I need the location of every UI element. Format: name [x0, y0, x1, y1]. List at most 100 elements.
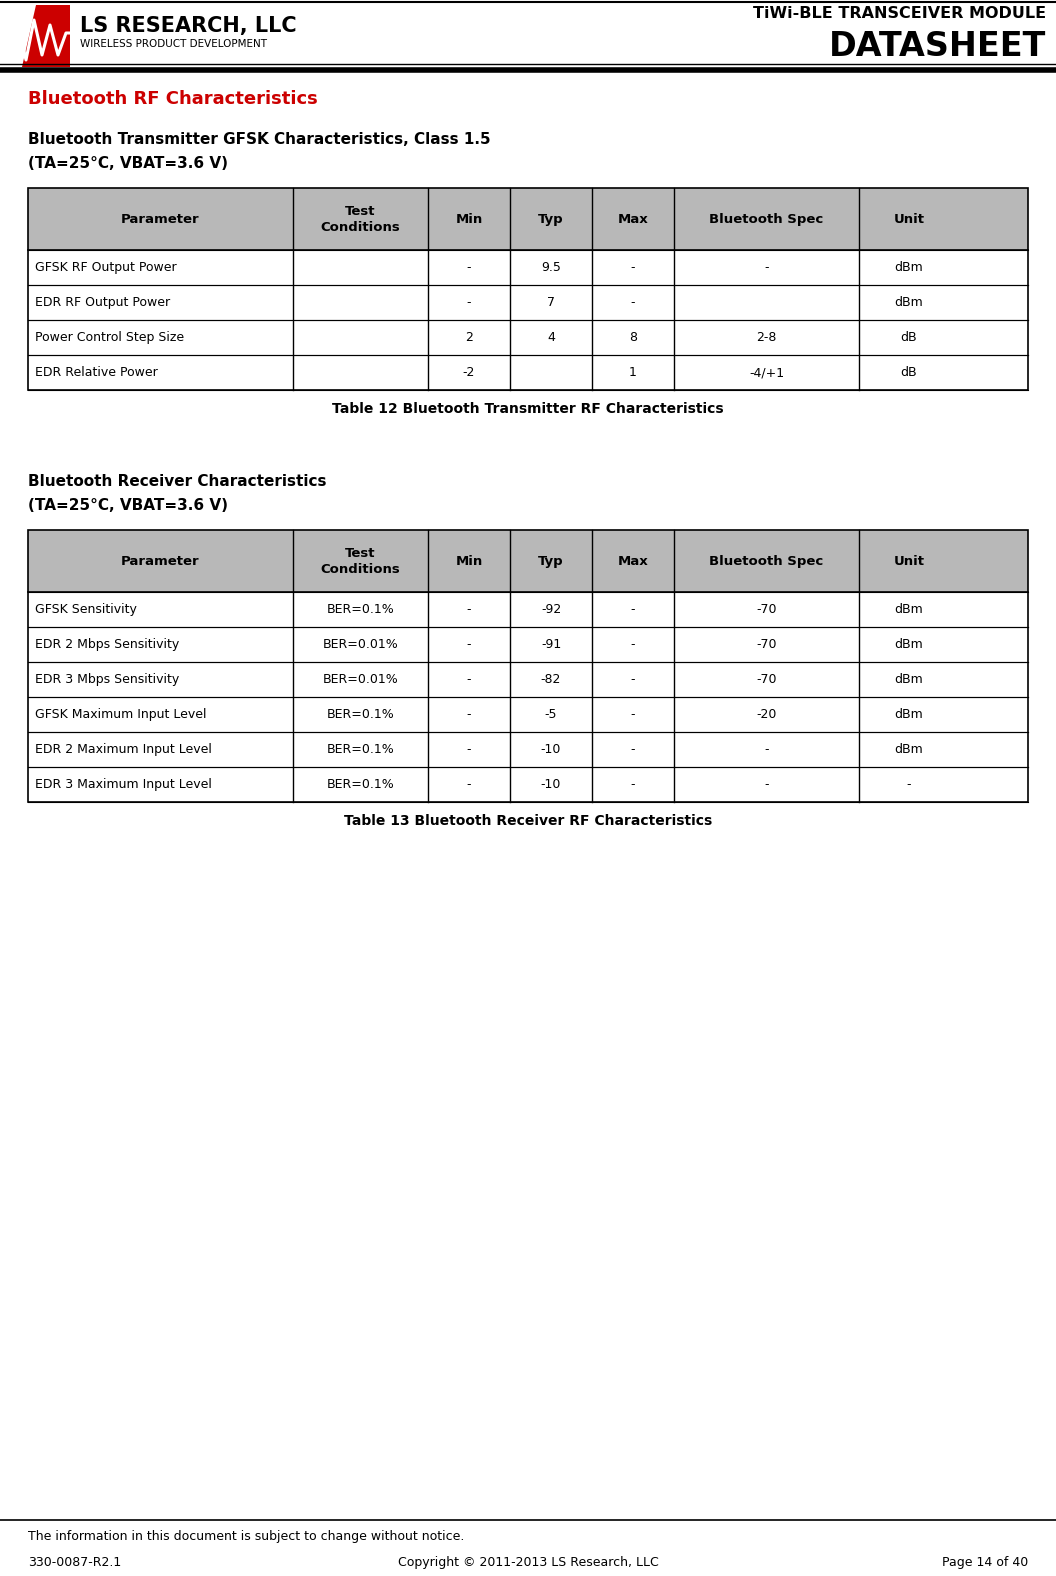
Text: -: - [467, 638, 471, 651]
Text: 2: 2 [465, 331, 473, 344]
Text: -70: -70 [756, 673, 777, 686]
Text: 7: 7 [547, 296, 555, 309]
Text: dBm: dBm [894, 262, 923, 274]
Text: BER=0.01%: BER=0.01% [323, 673, 398, 686]
Text: dBm: dBm [894, 604, 923, 616]
Text: (TA=25°C, VBAT=3.6 V): (TA=25°C, VBAT=3.6 V) [29, 156, 228, 172]
Text: -10: -10 [541, 742, 561, 756]
Text: GFSK RF Output Power: GFSK RF Output Power [35, 262, 176, 274]
Text: -2: -2 [463, 366, 475, 378]
Text: LS RESEARCH, LLC: LS RESEARCH, LLC [80, 16, 297, 36]
Text: Bluetooth Receiver Characteristics: Bluetooth Receiver Characteristics [29, 474, 326, 489]
Text: 4: 4 [547, 331, 555, 344]
Text: -10: -10 [541, 779, 561, 791]
Text: -20: -20 [756, 708, 776, 720]
Text: -: - [630, 296, 636, 309]
Text: The information in this document is subject to change without notice.: The information in this document is subj… [29, 1530, 465, 1543]
Text: -: - [467, 742, 471, 756]
Text: -: - [765, 262, 769, 274]
Text: Bluetooth Transmitter GFSK Characteristics, Class 1.5: Bluetooth Transmitter GFSK Characteristi… [29, 132, 491, 147]
Text: Table 12 Bluetooth Transmitter RF Characteristics: Table 12 Bluetooth Transmitter RF Charac… [333, 402, 723, 416]
Text: -70: -70 [756, 604, 777, 616]
Text: -: - [467, 779, 471, 791]
Text: (TA=25°C, VBAT=3.6 V): (TA=25°C, VBAT=3.6 V) [29, 498, 228, 514]
Text: Parameter: Parameter [121, 213, 200, 225]
Text: -92: -92 [541, 604, 561, 616]
Text: -: - [630, 742, 636, 756]
Text: -: - [467, 673, 471, 686]
Text: Test
Conditions: Test Conditions [321, 547, 400, 575]
Text: -91: -91 [541, 638, 561, 651]
Text: Table 13 Bluetooth Receiver RF Characteristics: Table 13 Bluetooth Receiver RF Character… [344, 813, 712, 827]
Bar [29, 530, 1027, 593]
Text: GFSK Maximum Input Level: GFSK Maximum Input Level [35, 708, 207, 720]
Bar [29, 530, 1027, 802]
Text: Copyright © 2011-2013 LS Research, LLC: Copyright © 2011-2013 LS Research, LLC [398, 1556, 658, 1570]
Text: 2-8: 2-8 [756, 331, 776, 344]
Text: 1: 1 [629, 366, 637, 378]
Text: Typ: Typ [539, 555, 564, 567]
Text: dBm: dBm [894, 708, 923, 720]
Text: -4/+1: -4/+1 [749, 366, 784, 378]
Polygon shape [8, 5, 36, 68]
Text: -: - [630, 708, 636, 720]
Text: Min: Min [455, 213, 483, 225]
Text: EDR 2 Maximum Input Level: EDR 2 Maximum Input Level [35, 742, 212, 756]
Text: -: - [630, 262, 636, 274]
Text: Typ: Typ [539, 213, 564, 225]
Text: TiWi-BLE TRANSCEIVER MODULE: TiWi-BLE TRANSCEIVER MODULE [753, 6, 1046, 20]
Text: -: - [467, 296, 471, 309]
Bar [29, 530, 1027, 802]
Text: dB: dB [901, 366, 918, 378]
Text: -: - [467, 262, 471, 274]
Bar [29, 188, 1027, 251]
Text: Bluetooth Spec: Bluetooth Spec [710, 213, 824, 225]
Text: dB: dB [901, 331, 918, 344]
Text: -5: -5 [545, 708, 558, 720]
Text: BER=0.1%: BER=0.1% [326, 708, 394, 720]
Text: Bluetooth Spec: Bluetooth Spec [710, 555, 824, 567]
Text: -: - [467, 708, 471, 720]
Text: Min: Min [455, 555, 483, 567]
Text: dBm: dBm [894, 742, 923, 756]
Text: -: - [630, 638, 636, 651]
Text: dBm: dBm [894, 638, 923, 651]
Text: WIRELESS PRODUCT DEVELOPMENT: WIRELESS PRODUCT DEVELOPMENT [80, 39, 267, 49]
Text: Page 14 of 40: Page 14 of 40 [942, 1556, 1027, 1570]
Text: Test
Conditions: Test Conditions [321, 205, 400, 233]
Text: dBm: dBm [894, 673, 923, 686]
Text: Max: Max [618, 213, 648, 225]
Bar [0, 0, 1056, 72]
Text: -: - [630, 604, 636, 616]
Bar [8, 5, 70, 68]
Text: 9.5: 9.5 [541, 262, 561, 274]
Text: BER=0.1%: BER=0.1% [326, 742, 394, 756]
Text: -: - [765, 742, 769, 756]
Bar [29, 188, 1027, 389]
Text: Unit: Unit [893, 213, 924, 225]
Text: Unit: Unit [893, 555, 924, 567]
Text: EDR 2 Mbps Sensitivity: EDR 2 Mbps Sensitivity [35, 638, 180, 651]
Text: -: - [630, 673, 636, 686]
Text: EDR 3 Mbps Sensitivity: EDR 3 Mbps Sensitivity [35, 673, 180, 686]
Text: BER=0.1%: BER=0.1% [326, 604, 394, 616]
Text: Power Control Step Size: Power Control Step Size [35, 331, 184, 344]
Text: 330-0087-R2.1: 330-0087-R2.1 [29, 1556, 121, 1570]
Text: GFSK Sensitivity: GFSK Sensitivity [35, 604, 137, 616]
Text: -: - [765, 779, 769, 791]
Text: EDR Relative Power: EDR Relative Power [35, 366, 157, 378]
Text: dBm: dBm [894, 296, 923, 309]
Text: Parameter: Parameter [121, 555, 200, 567]
Text: -: - [630, 779, 636, 791]
Text: 8: 8 [629, 331, 637, 344]
Text: EDR RF Output Power: EDR RF Output Power [35, 296, 170, 309]
Text: EDR 3 Maximum Input Level: EDR 3 Maximum Input Level [35, 779, 212, 791]
Text: -82: -82 [541, 673, 561, 686]
Text: -: - [907, 779, 911, 791]
Text: -: - [467, 604, 471, 616]
Text: DATASHEET: DATASHEET [829, 30, 1046, 63]
Text: BER=0.01%: BER=0.01% [323, 638, 398, 651]
Text: -70: -70 [756, 638, 777, 651]
Text: Max: Max [618, 555, 648, 567]
Text: BER=0.1%: BER=0.1% [326, 779, 394, 791]
